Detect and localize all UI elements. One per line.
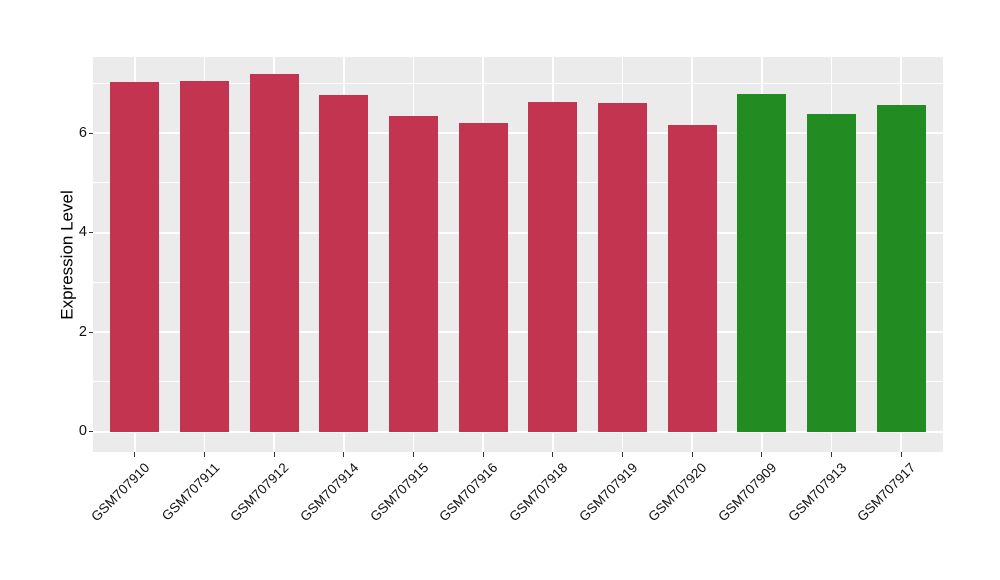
h-gridline-minor	[93, 381, 943, 383]
x-tick-mark	[761, 452, 763, 457]
x-tick-label-GSM707918: GSM707918	[506, 460, 571, 525]
y-tick-mark	[88, 232, 93, 234]
bar-GSM707913	[807, 113, 856, 432]
x-tick-label-GSM707920: GSM707920	[645, 460, 710, 525]
x-tick-mark	[273, 452, 275, 457]
bar-GSM707918	[528, 101, 578, 432]
y-axis: Expression Level	[55, 57, 81, 452]
bar-GSM707919	[598, 102, 647, 432]
x-tick-mark	[830, 452, 833, 457]
y-tick-label: 0	[78, 423, 87, 440]
y-tick-mark	[88, 431, 93, 433]
bar-GSM707912	[249, 73, 299, 432]
x-tick-label-GSM707911: GSM707911	[158, 460, 223, 524]
x-tick-label-GSM707910: GSM707910	[88, 460, 153, 525]
x-tick-mark	[343, 452, 345, 457]
h-gridline-major	[93, 430, 943, 433]
x-tick-mark	[691, 452, 693, 457]
bar-GSM707920	[667, 125, 717, 432]
h-gridline-minor	[93, 182, 943, 184]
x-tick-label-GSM707913: GSM707913	[784, 460, 850, 525]
bar-GSM707910	[110, 82, 160, 432]
h-gridline-minor	[93, 82, 943, 84]
x-tick-label-GSM707909: GSM707909	[715, 460, 780, 525]
bar-GSM707909	[737, 94, 787, 432]
x-tick-label-GSM707919: GSM707919	[575, 460, 641, 525]
h-gridline-major	[93, 331, 943, 333]
bar-GSM707911	[180, 80, 229, 432]
bar-GSM707915	[389, 115, 438, 432]
y-tick-label: 2	[78, 323, 87, 340]
h-gridline-major	[93, 132, 943, 134]
x-tick-mark	[482, 452, 484, 457]
x-tick-label-GSM707914: GSM707914	[297, 460, 362, 525]
h-gridline-major	[93, 231, 943, 234]
x-tick-label-GSM707915: GSM707915	[366, 460, 432, 525]
bar-GSM707916	[458, 122, 508, 432]
x-tick-mark	[552, 452, 554, 457]
y-tick-mark	[88, 132, 93, 134]
y-tick-label: 4	[78, 224, 87, 241]
y-tick-mark	[88, 331, 93, 333]
h-gridline-minor	[93, 281, 943, 283]
bar-GSM707914	[319, 95, 369, 432]
x-tick-label-GSM707917: GSM707917	[854, 460, 919, 525]
y-tick-label: 6	[78, 124, 87, 141]
y-axis-title: Expression Level	[58, 189, 77, 320]
x-tick-mark	[134, 452, 136, 457]
x-tick-mark	[621, 452, 624, 457]
x-tick-mark	[412, 452, 415, 457]
x-tick-mark	[203, 452, 206, 457]
x-tick-label-GSM707912: GSM707912	[227, 460, 292, 525]
bar-GSM707917	[876, 104, 926, 432]
x-tick-mark	[900, 452, 902, 457]
plot-panel	[93, 57, 943, 452]
x-tick-label-GSM707916: GSM707916	[436, 460, 501, 525]
